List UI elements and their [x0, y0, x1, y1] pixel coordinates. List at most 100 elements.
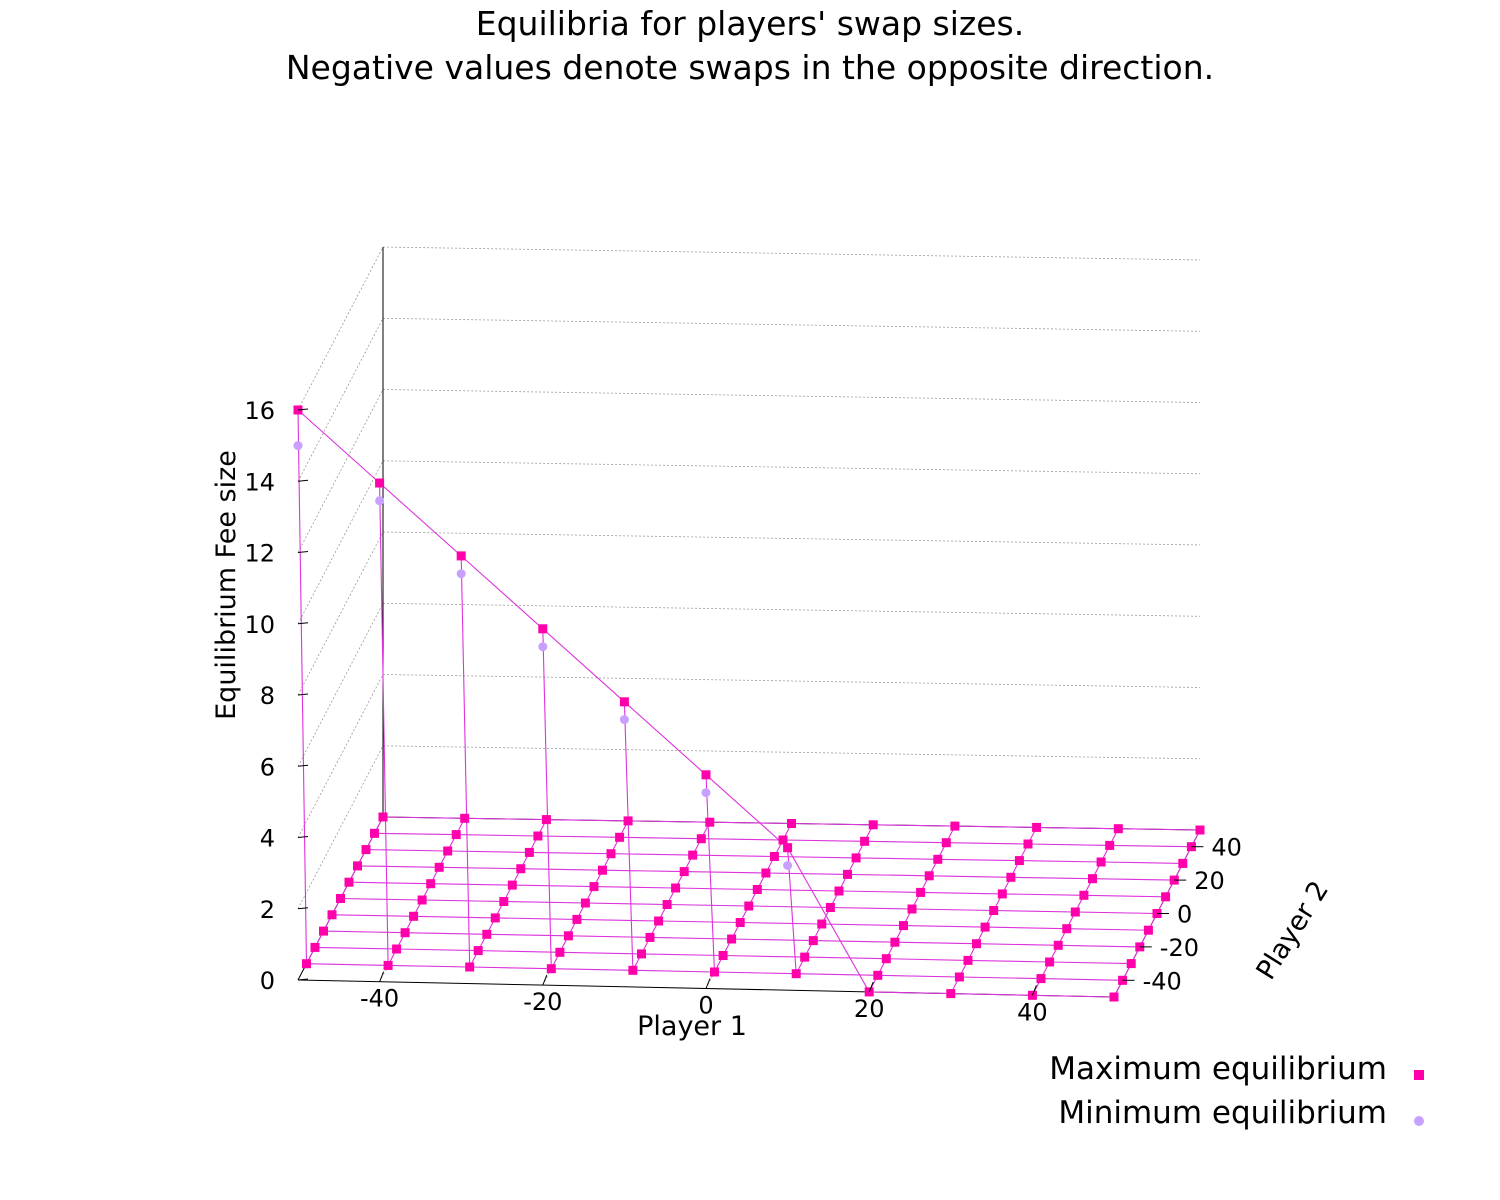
- point-minimum-equilibrium: [783, 861, 793, 870]
- point-maximum-equilibrium: [1109, 992, 1119, 1002]
- y-axis-label: Player 2: [1251, 876, 1335, 986]
- z-tick-label: 10: [244, 611, 275, 639]
- point-maximum-equilibrium: [1096, 857, 1106, 867]
- point-minimum-equilibrium: [456, 569, 466, 579]
- point-maximum-equilibrium: [541, 815, 551, 825]
- point-minimum-equilibrium: [293, 441, 303, 451]
- point-maximum-equilibrium: [507, 880, 517, 890]
- point-maximum-equilibrium: [696, 834, 706, 844]
- point-maximum-equilibrium: [817, 919, 827, 929]
- point-maximum-equilibrium: [456, 551, 466, 561]
- point-maximum-equilibrium: [400, 928, 410, 938]
- point-maximum-equilibrium: [628, 965, 638, 975]
- legend: Maximum equilibrium Minimum equilibrium: [1049, 1051, 1424, 1131]
- point-maximum-equilibrium: [916, 887, 926, 897]
- y-tick-label: 40: [1211, 834, 1242, 862]
- point-maximum-equilibrium: [851, 853, 861, 863]
- point-maximum-equilibrium: [319, 926, 328, 936]
- point-maximum-equilibrium: [1045, 957, 1055, 967]
- z-tick-mark: [297, 978, 309, 981]
- x-tick-label: 40: [1017, 998, 1048, 1026]
- point-maximum-equilibrium: [791, 969, 801, 979]
- y-tick-label: 0: [1177, 901, 1192, 929]
- z-tick-mark: [297, 551, 309, 553]
- z-tick-label: 14: [244, 468, 275, 496]
- point-maximum-equilibrium: [752, 885, 762, 894]
- point-maximum-equilibrium: [336, 894, 345, 903]
- point-maximum-equilibrium: [710, 967, 719, 977]
- z-tick-mark: [297, 622, 309, 625]
- point-maximum-equilibrium: [963, 955, 973, 965]
- point-maximum-equilibrium: [417, 895, 427, 905]
- point-maximum-equilibrium: [950, 821, 960, 831]
- point-minimum-equilibrium: [375, 496, 385, 506]
- point-maximum-equilibrium: [843, 869, 852, 879]
- point-maximum-equilibrium: [1062, 924, 1072, 934]
- grid-line-wall-z: [297, 531, 1201, 696]
- point-maximum-equilibrium: [1053, 940, 1063, 950]
- z-tick-label: 12: [244, 540, 275, 568]
- point-maximum-equilibrium: [701, 770, 711, 780]
- point-maximum-equilibrium: [392, 944, 402, 954]
- point-maximum-equilibrium: [580, 898, 590, 908]
- point-maximum-equilibrium: [941, 838, 951, 848]
- point-maximum-equilibrium: [516, 864, 526, 874]
- surface-line-along-y: [297, 409, 384, 964]
- point-maximum-equilibrium: [997, 889, 1007, 899]
- base-front-edges: [297, 829, 1201, 998]
- x-tick-label: 20: [854, 995, 885, 1023]
- legend-marker-maximum: [1414, 1070, 1424, 1080]
- point-maximum-equilibrium: [434, 862, 444, 872]
- z-tick-mark: [297, 408, 309, 411]
- z-tick-label: 4: [260, 825, 275, 853]
- grid-line-wall-z: [297, 745, 1201, 909]
- x-tick-mark: [1031, 985, 1037, 996]
- point-maximum-equilibrium: [327, 910, 337, 920]
- z-tick-label: 16: [244, 397, 275, 425]
- point-maximum-equilibrium: [972, 939, 981, 949]
- surface-line-along-y: [787, 824, 874, 976]
- z-axis-label: Equilibrium Fee size: [211, 450, 242, 720]
- z-tick-mark: [297, 907, 309, 910]
- point-maximum-equilibrium: [954, 972, 964, 982]
- point-maximum-equilibrium: [825, 903, 835, 912]
- point-maximum-equilibrium: [705, 817, 715, 827]
- point-maximum-equilibrium: [361, 845, 371, 855]
- legend-marker-minimum: [1414, 1116, 1424, 1126]
- x-tick-label: -40: [360, 985, 399, 1013]
- point-maximum-equilibrium: [353, 861, 362, 871]
- chart-title-line-1: Equilibria for players' swap sizes.: [476, 4, 1024, 43]
- point-maximum-equilibrium: [783, 843, 793, 853]
- z-tick-mark: [297, 479, 309, 482]
- point-maximum-equilibrium: [1113, 824, 1123, 834]
- point-maximum-equilibrium: [473, 946, 483, 956]
- point-maximum-equilibrium: [409, 911, 419, 921]
- point-maximum-equilibrium: [1032, 822, 1042, 832]
- point-maximum-equilibrium: [482, 929, 492, 939]
- surface-line-along-y: [379, 482, 466, 966]
- z-tick-label: 2: [260, 896, 275, 924]
- x-tick-mark: [542, 974, 548, 986]
- point-maximum-equilibrium: [589, 882, 599, 892]
- point-maximum-equilibrium: [460, 813, 470, 823]
- point-maximum-equilibrium: [1195, 825, 1205, 835]
- point-maximum-equilibrium: [808, 936, 818, 946]
- point-maximum-equilibrium: [778, 835, 788, 845]
- point-maximum-equilibrium: [671, 883, 681, 893]
- point-maximum-equilibrium: [465, 962, 475, 972]
- point-maximum-equilibrium: [533, 831, 543, 841]
- point-maximum-equilibrium: [654, 916, 664, 926]
- point-maximum-equilibrium: [787, 819, 796, 828]
- point-maximum-equilibrium: [1143, 925, 1153, 935]
- point-maximum-equilibrium: [1006, 872, 1016, 882]
- legend-label-minimum: Minimum equilibrium: [1058, 1095, 1387, 1131]
- point-maximum-equilibrium: [598, 865, 607, 875]
- surface-line-along-y: [542, 628, 629, 971]
- point-maximum-equilibrium: [637, 949, 646, 959]
- point-minimum-equilibrium: [701, 788, 711, 798]
- grid-line-wall-z: [297, 246, 1201, 411]
- grid-line-wall-z: [297, 674, 1201, 838]
- point-maximum-equilibrium: [563, 931, 573, 941]
